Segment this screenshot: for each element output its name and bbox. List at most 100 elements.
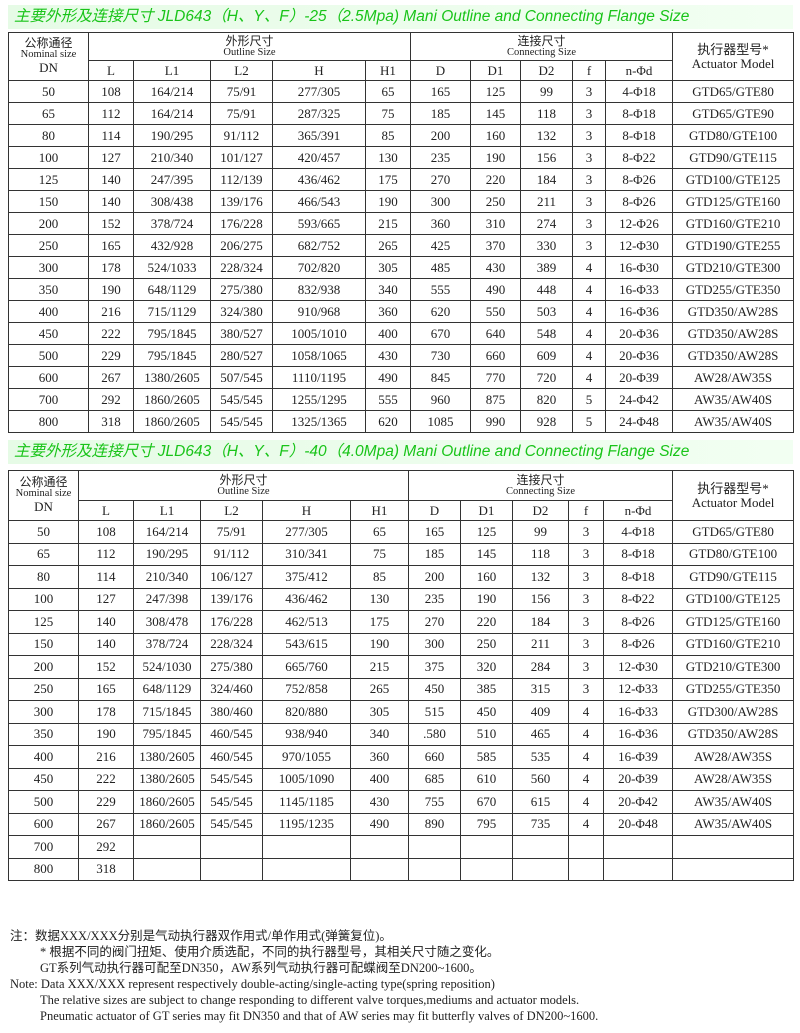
table-cell: 365/391	[272, 124, 366, 147]
table-cell: 185	[408, 542, 461, 566]
column-header: L2	[200, 500, 263, 521]
note-line: GT系列气动执行器可配至DN350，AW系列气动执行器可配蝶阀至DN200~16…	[40, 961, 482, 975]
table-row: 300 178 715/1845 380/460 820/880 305 515 450 409…	[8, 700, 795, 724]
header-row: 公称通径 Nominal size DN 外形尺寸 Outline Size 连接尺寸 Co…	[8, 32, 795, 81]
table-cell: 211	[512, 632, 569, 656]
table-cell: 108	[78, 520, 134, 544]
table-cell: 510	[460, 722, 513, 746]
table-cell: 702/820	[272, 256, 366, 279]
table-cell: 795/1845	[133, 722, 201, 746]
table-cell: 300	[410, 190, 471, 213]
table-cell: GTD100/GTE125	[672, 587, 795, 611]
table-cell: 270	[410, 168, 471, 191]
table-cell: 970/1055	[262, 745, 351, 769]
table-cell	[408, 857, 461, 881]
table-cell: 152	[88, 212, 134, 235]
table-cell: 400	[8, 745, 79, 769]
table-cell: 3	[568, 632, 604, 656]
table-row: 125 140 247/395 112/139 436/462 175 270 220 184 3…	[8, 168, 795, 191]
column-header: D2	[520, 60, 573, 81]
table-cell: 755	[408, 790, 461, 814]
table-cell: AW35/AW40S	[672, 388, 795, 411]
table-cell: 324/460	[200, 677, 263, 701]
table-cell: 125	[460, 520, 513, 544]
table-cell: 400	[365, 322, 411, 345]
table-cell: 185	[410, 102, 471, 125]
table-cell: AW35/AW40S	[672, 812, 795, 836]
table-cell: 1380/2605	[133, 767, 201, 791]
table-cell: 330	[520, 234, 573, 257]
table-cell: 430	[365, 344, 411, 367]
table-row: 600 267 1380/2605 507/545 1110/1195 490 845 770…	[8, 366, 795, 389]
table-cell: 820	[520, 388, 573, 411]
column-header: H	[272, 60, 366, 81]
table-cell: 545/545	[200, 812, 263, 836]
table-cell: 300	[408, 632, 461, 656]
table-cell: 436/462	[272, 168, 366, 191]
table-cell: 65	[8, 542, 79, 566]
table-cell: 340	[350, 722, 409, 746]
table-cell: 310	[470, 212, 521, 235]
table-cell: 211	[520, 190, 573, 213]
table-cell: 360	[350, 745, 409, 769]
table-cell: 466/543	[272, 190, 366, 213]
table-cell: 3	[572, 190, 606, 213]
table-cell: 140	[88, 168, 134, 191]
table-cell: 1325/1365	[272, 410, 366, 433]
nominal-en: Nominal size	[15, 488, 72, 499]
table-cell: 770	[470, 366, 521, 389]
table-cell: 3	[572, 168, 606, 191]
table-cell: 320	[460, 655, 513, 679]
table-cell: GTD160/GTE210	[672, 632, 795, 656]
table-cell: 535	[512, 745, 569, 769]
table-cell	[350, 857, 409, 881]
table-cell: 112	[78, 542, 134, 566]
table-cell: 5	[572, 410, 606, 433]
table-cell: 450	[408, 677, 461, 701]
column-header: D	[410, 60, 471, 81]
table-cell: 524/1033	[133, 256, 211, 279]
table-cell: 165	[410, 80, 471, 103]
table-cell: 375/412	[262, 565, 351, 589]
table-cell: 267	[78, 812, 134, 836]
table-cell: 450	[8, 322, 89, 345]
table-cell	[200, 857, 263, 881]
table-cell: 20-Φ42	[602, 790, 674, 814]
table-cell: 550	[470, 300, 521, 323]
table-cell: 615	[512, 790, 569, 814]
table-cell: 490	[350, 812, 409, 836]
table-cell: 700	[8, 388, 89, 411]
table-cell: 106/127	[200, 565, 263, 589]
note-line: * 根据不同的阀门扭矩、使用介质选配，不同的执行器型号，其相关尺寸随之变化。	[40, 945, 500, 959]
table-cell: GTD350/AW28S	[672, 322, 795, 345]
table-cell: 1860/2605	[133, 790, 201, 814]
table-cell: 127	[88, 146, 134, 169]
table-cell: 648/1129	[133, 677, 201, 701]
table2: 公称通径 Nominal size DN 外形尺寸 Outline Size 连接尺寸 Co…	[8, 470, 795, 881]
column-header: n-Φd	[602, 500, 674, 521]
table-cell: 500	[8, 344, 89, 367]
table-cell: 150	[8, 190, 89, 213]
table-cell: 222	[88, 322, 134, 345]
table-cell: GTD160/GTE210	[672, 212, 795, 235]
table-cell: 4	[568, 722, 604, 746]
table-cell	[568, 835, 604, 859]
table-cell: 1005/1090	[262, 767, 351, 791]
table-cell: 875	[470, 388, 521, 411]
table-cell: 465	[512, 722, 569, 746]
table-cell: 430	[350, 790, 409, 814]
table-cell: 20-Φ39	[604, 366, 674, 389]
table-cell: 228/324	[200, 632, 263, 656]
table-cell: 250	[470, 190, 521, 213]
table-cell: 515	[408, 700, 461, 724]
table-cell: 190	[88, 278, 134, 301]
table-cell: 308/478	[133, 610, 201, 634]
table-cell: 118	[512, 542, 569, 566]
table-row: 80 114 190/295 91/112 365/391 85 200 160 132 3 8-Φ…	[8, 124, 795, 147]
table-cell: 118	[520, 102, 573, 125]
table-cell: 715/1129	[133, 300, 211, 323]
table-cell: 340	[365, 278, 411, 301]
connecting-size-header: 连接尺寸 Connecting Size	[409, 32, 674, 61]
table-cell: 460/545	[200, 745, 263, 769]
table-cell: 127	[78, 587, 134, 611]
